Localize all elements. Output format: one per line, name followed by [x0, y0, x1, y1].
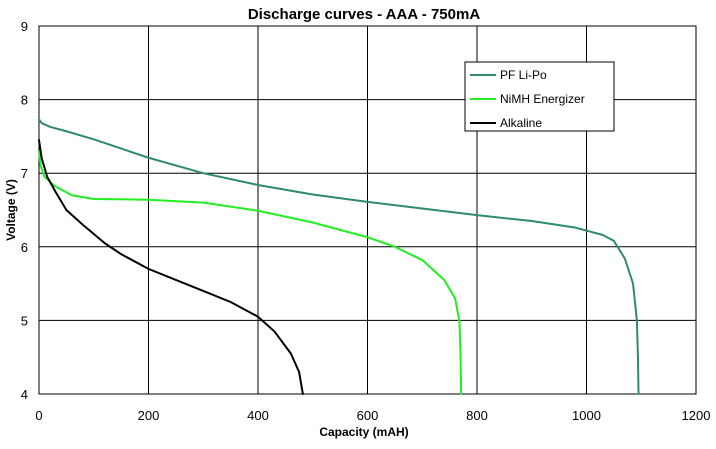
- y-tick-label: 5: [21, 313, 28, 328]
- x-tick-label: 400: [247, 408, 269, 423]
- legend: PF Li-Po NiMH Energizer Alkaline: [464, 61, 615, 132]
- tick-layer: 0 200 400 600 800 1000 1200 4 5 6 7 8 9: [21, 19, 711, 423]
- series-layer: [38, 118, 640, 395]
- y-tick-label: 4: [21, 387, 28, 402]
- chart-title: Discharge curves - AAA - 750mA: [248, 6, 480, 23]
- x-axis-label: Capacity (mAH): [319, 425, 408, 439]
- legend-label-2: NiMH Energizer: [500, 92, 585, 106]
- y-tick-label: 7: [21, 166, 28, 181]
- legend-label-1: PF Li-Po: [500, 68, 547, 82]
- y-tick-label: 6: [21, 240, 28, 255]
- series-line-1: [38, 118, 640, 395]
- x-tick-label: 0: [35, 408, 42, 423]
- series-line-3: [38, 139, 304, 395]
- x-tick-label: 200: [138, 408, 160, 423]
- legend-label-3: Alkaline: [500, 116, 542, 130]
- x-tick-label: 800: [466, 408, 488, 423]
- x-tick-label: 1200: [682, 408, 711, 423]
- y-tick-label: 9: [21, 19, 28, 34]
- x-tick-label: 600: [357, 408, 379, 423]
- y-axis-label: Voltage (V): [4, 179, 18, 241]
- y-tick-label: 8: [21, 93, 28, 108]
- series-line-2: [38, 150, 463, 395]
- x-tick-label: 1000: [572, 408, 601, 423]
- plot-area-border: [38, 25, 697, 395]
- legend-box: [464, 61, 615, 132]
